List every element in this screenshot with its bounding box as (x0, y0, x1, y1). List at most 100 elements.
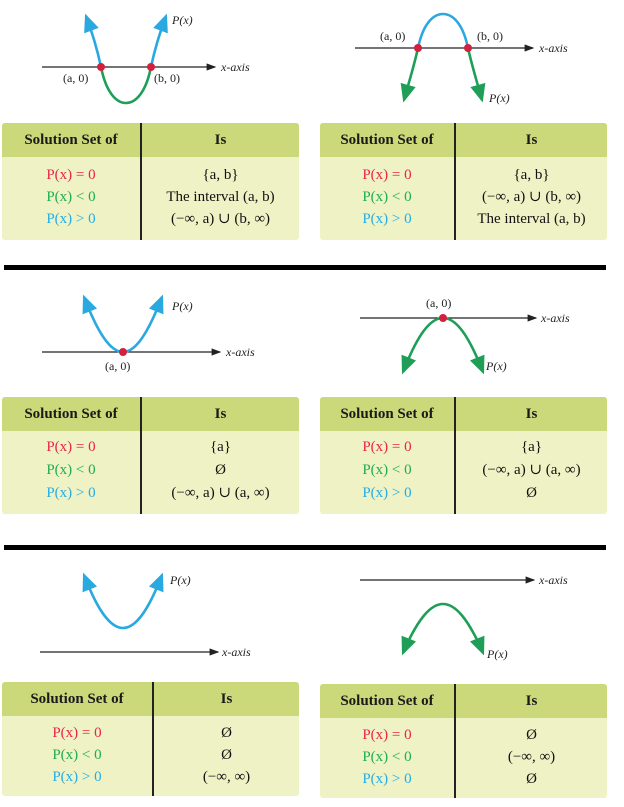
condition-lt: P(x) < 0 (52, 747, 102, 763)
condition-lt: P(x) < 0 (46, 462, 96, 478)
condition-eq: P(x) = 0 (362, 727, 412, 743)
solution-table: Solution Set of Is P(x) = 0 P(x) < 0 P(x… (2, 682, 299, 796)
value-gt: (−∞, a) ∪ (a, ∞) (171, 485, 270, 501)
header-is: Is (525, 693, 538, 709)
graph-two-roots-down: (a, 0) (b, 0) x-axis P(x) (355, 12, 568, 105)
header-solution-set: Solution Set of (24, 132, 118, 148)
axis-label: x-axis (538, 41, 568, 55)
p-label: P(x) (485, 359, 507, 373)
header-is: Is (525, 406, 538, 422)
condition-eq: P(x) = 0 (46, 167, 96, 183)
root-a-dot (97, 63, 105, 71)
table-header (2, 682, 299, 716)
axis-label: x-axis (538, 573, 568, 587)
header-is: Is (214, 406, 227, 422)
root-a-label: (a, 0) (63, 71, 88, 85)
parabola-above-right (149, 13, 168, 68)
value-eq: {a, b} (202, 167, 239, 183)
parabola-above-left (84, 13, 103, 68)
root-b-dot (147, 63, 155, 71)
root-a-dot (119, 348, 127, 356)
root-a-dot (439, 314, 447, 322)
value-gt: Ø (526, 771, 537, 787)
condition-gt: P(x) > 0 (52, 769, 102, 785)
value-eq: {a, b} (513, 167, 550, 183)
header-solution-set: Solution Set of (340, 406, 434, 422)
section-divider (4, 265, 606, 270)
value-gt: (−∞, a) ∪ (b, ∞) (170, 211, 271, 227)
section-divider (4, 545, 606, 550)
p-label: P(x) (169, 573, 191, 587)
root-b-dot (464, 44, 472, 52)
value-lt: The interval (a, b) (166, 189, 275, 205)
root-a-label: (a, 0) (380, 29, 405, 43)
header-is: Is (220, 691, 233, 707)
value-gt: Ø (526, 485, 537, 501)
header-solution-set: Solution Set of (24, 406, 118, 422)
axis-label: x-axis (540, 311, 570, 325)
condition-eq: P(x) = 0 (46, 439, 96, 455)
p-label: P(x) (488, 91, 510, 105)
table-header (320, 397, 607, 431)
header-is: Is (525, 132, 538, 148)
graph-two-roots-up: P(x) x-axis (a, 0) (b, 0) (42, 13, 250, 105)
table-divider (454, 123, 456, 240)
header-is: Is (214, 132, 227, 148)
condition-gt: P(x) > 0 (362, 485, 412, 501)
value-lt: Ø (221, 747, 232, 763)
condition-lt: P(x) < 0 (362, 749, 412, 765)
solution-table: Solution Set of Is P(x) = 0 P(x) < 0 P(x… (320, 123, 607, 240)
value-eq: Ø (526, 727, 537, 743)
condition-eq: P(x) = 0 (362, 439, 412, 455)
p-label: P(x) (171, 299, 193, 313)
parabola-above (416, 12, 470, 49)
condition-gt: P(x) > 0 (362, 211, 412, 227)
table-divider (454, 684, 456, 798)
root-b-label: (b, 0) (154, 71, 180, 85)
parabola-below (99, 66, 153, 105)
condition-eq: P(x) = 0 (52, 725, 102, 741)
value-lt: Ø (215, 462, 226, 478)
p-label: P(x) (171, 13, 193, 27)
table-divider (140, 123, 142, 240)
condition-lt: P(x) < 0 (362, 189, 412, 205)
parabola-below (403, 602, 483, 649)
value-gt: The interval (a, b) (477, 211, 586, 227)
parabola-above (84, 579, 162, 630)
condition-eq: P(x) = 0 (362, 167, 412, 183)
condition-lt: P(x) < 0 (362, 462, 412, 478)
solution-table: Solution Set of Is P(x) = 0 P(x) < 0 P(x… (2, 397, 299, 514)
table-header (320, 684, 607, 718)
solution-table: Solution Set of Is P(x) = 0 P(x) < 0 P(x… (2, 123, 299, 240)
axis-label: x-axis (221, 645, 251, 659)
root-b-label: (b, 0) (477, 29, 503, 43)
solution-table: Solution Set of Is P(x) = 0 P(x) < 0 P(x… (320, 397, 607, 514)
table-header (2, 123, 299, 157)
condition-gt: P(x) > 0 (46, 485, 96, 501)
value-eq: {a} (209, 439, 232, 455)
root-a-label: (a, 0) (105, 359, 130, 373)
table-divider (152, 682, 154, 796)
value-eq: Ø (221, 725, 232, 741)
table-header (2, 397, 299, 431)
p-label: P(x) (486, 647, 508, 661)
value-lt: (−∞, a) ∪ (a, ∞) (482, 462, 581, 478)
header-solution-set: Solution Set of (30, 691, 124, 707)
root-a-label: (a, 0) (426, 296, 451, 310)
table-divider (454, 397, 456, 514)
parabola-below-left (400, 47, 420, 103)
solution-table: Solution Set of Is P(x) = 0 P(x) < 0 P(x… (320, 684, 607, 798)
value-lt: (−∞, a) ∪ (b, ∞) (481, 189, 582, 205)
value-eq: {a} (520, 439, 543, 455)
value-gt: (−∞, ∞) (202, 769, 251, 785)
header-solution-set: Solution Set of (340, 693, 434, 709)
table-divider (140, 397, 142, 514)
axis-label: x-axis (225, 345, 255, 359)
condition-lt: P(x) < 0 (46, 189, 96, 205)
axis-label: x-axis (220, 60, 250, 74)
root-a-dot (414, 44, 422, 52)
table-header (320, 123, 607, 157)
